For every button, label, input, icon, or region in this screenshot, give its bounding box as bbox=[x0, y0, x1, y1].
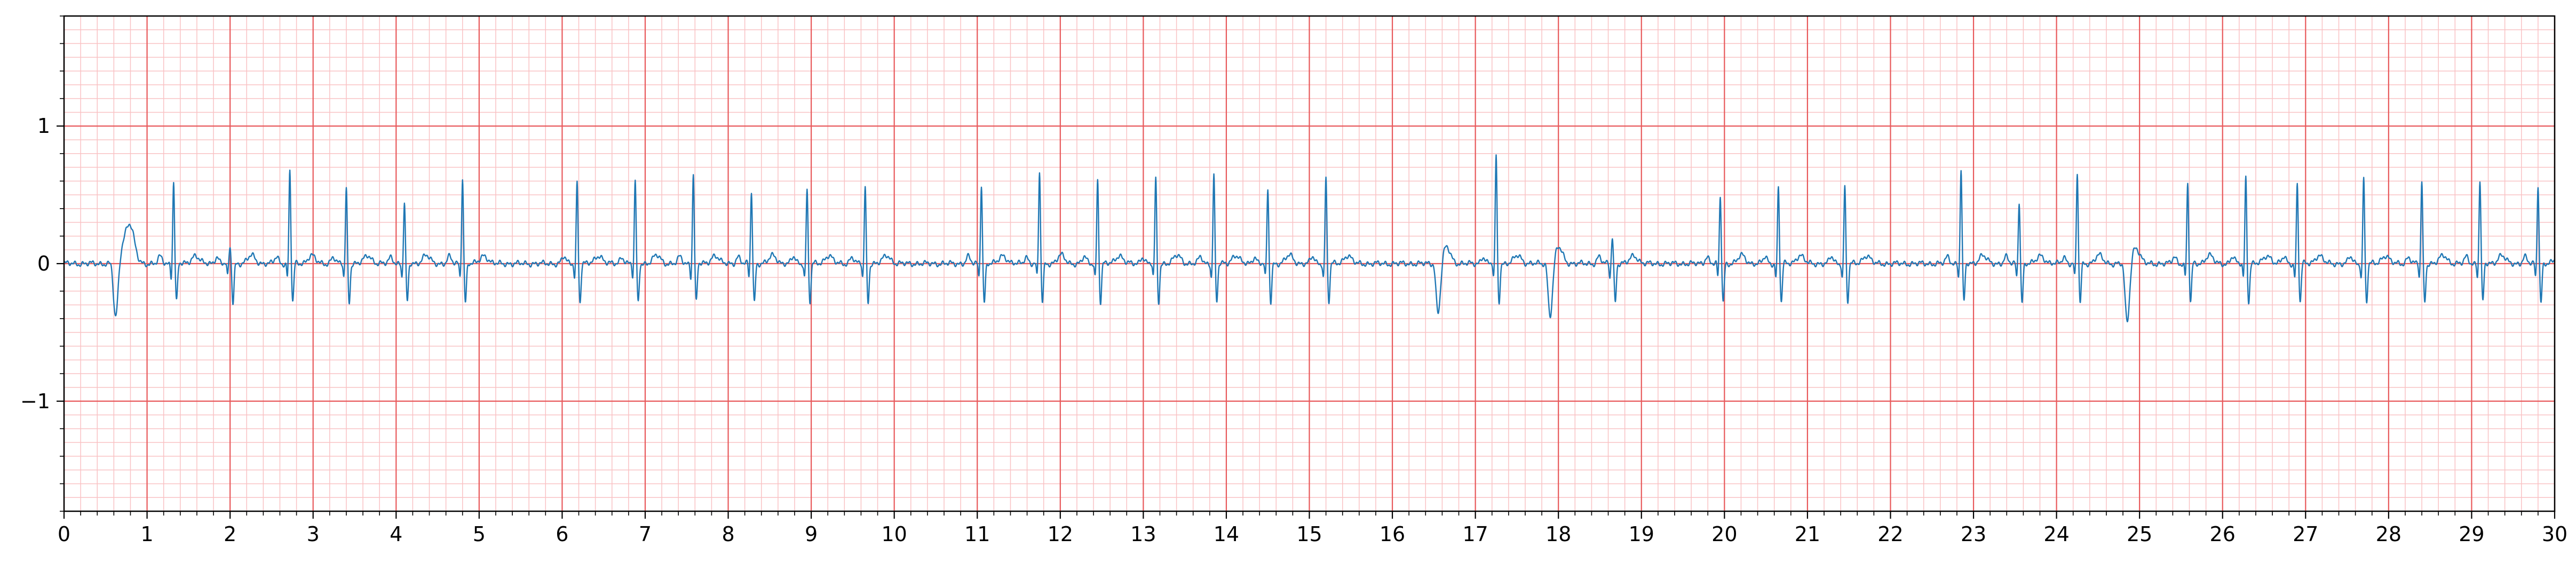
ecg-trace bbox=[64, 154, 2555, 323]
x-tick-label: 23 bbox=[1961, 522, 1986, 546]
x-tick-label: 8 bbox=[722, 522, 734, 546]
x-tick-label: 16 bbox=[1380, 522, 1405, 546]
x-tick-label: 4 bbox=[390, 522, 402, 546]
y-tick-label: 0 bbox=[37, 252, 50, 275]
x-tick-label: 17 bbox=[1462, 522, 1488, 546]
x-axis: 0 1 2 3 4 5 6 7 8 9 10 11 12 13 14 15 16 17 18 19 20 21 22 23 24… bbox=[58, 511, 2567, 546]
x-tick-label: 0 bbox=[58, 522, 70, 546]
y-tick-label: 1 bbox=[37, 114, 50, 138]
x-tick-label: 2 bbox=[224, 522, 236, 546]
x-tick-label: 29 bbox=[2459, 522, 2484, 546]
x-tick-label: 26 bbox=[2210, 522, 2236, 546]
x-tick-label: 20 bbox=[1711, 522, 1737, 546]
x-tick-label: 15 bbox=[1296, 522, 1322, 546]
x-tick-label: 9 bbox=[805, 522, 818, 546]
x-tick-label: 3 bbox=[307, 522, 320, 546]
x-tick-label: 12 bbox=[1048, 522, 1073, 546]
x-tick-label: 13 bbox=[1130, 522, 1156, 546]
x-tick-label: 22 bbox=[1877, 522, 1903, 546]
x-tick-label: 18 bbox=[1545, 522, 1571, 546]
x-tick-label: 5 bbox=[473, 522, 486, 546]
x-tick-label: 27 bbox=[2293, 522, 2318, 546]
x-tick-label: 30 bbox=[2542, 522, 2567, 546]
x-tick-label: 28 bbox=[2376, 522, 2401, 546]
x-tick-label: 6 bbox=[556, 522, 568, 546]
x-tick-label: 10 bbox=[881, 522, 907, 546]
y-tick-label: −1 bbox=[20, 390, 50, 413]
x-tick-label: 19 bbox=[1629, 522, 1654, 546]
x-tick-label: 21 bbox=[1795, 522, 1820, 546]
x-tick-label: 14 bbox=[1214, 522, 1239, 546]
x-tick-label: 7 bbox=[639, 522, 652, 546]
ecg-series-line bbox=[64, 154, 2555, 323]
x-tick-label: 24 bbox=[2043, 522, 2069, 546]
x-tick-label: 11 bbox=[964, 522, 990, 546]
x-tick-label: 1 bbox=[140, 522, 153, 546]
x-tick-label: 25 bbox=[2127, 522, 2152, 546]
y-axis: −1 0 1 bbox=[20, 15, 64, 512]
